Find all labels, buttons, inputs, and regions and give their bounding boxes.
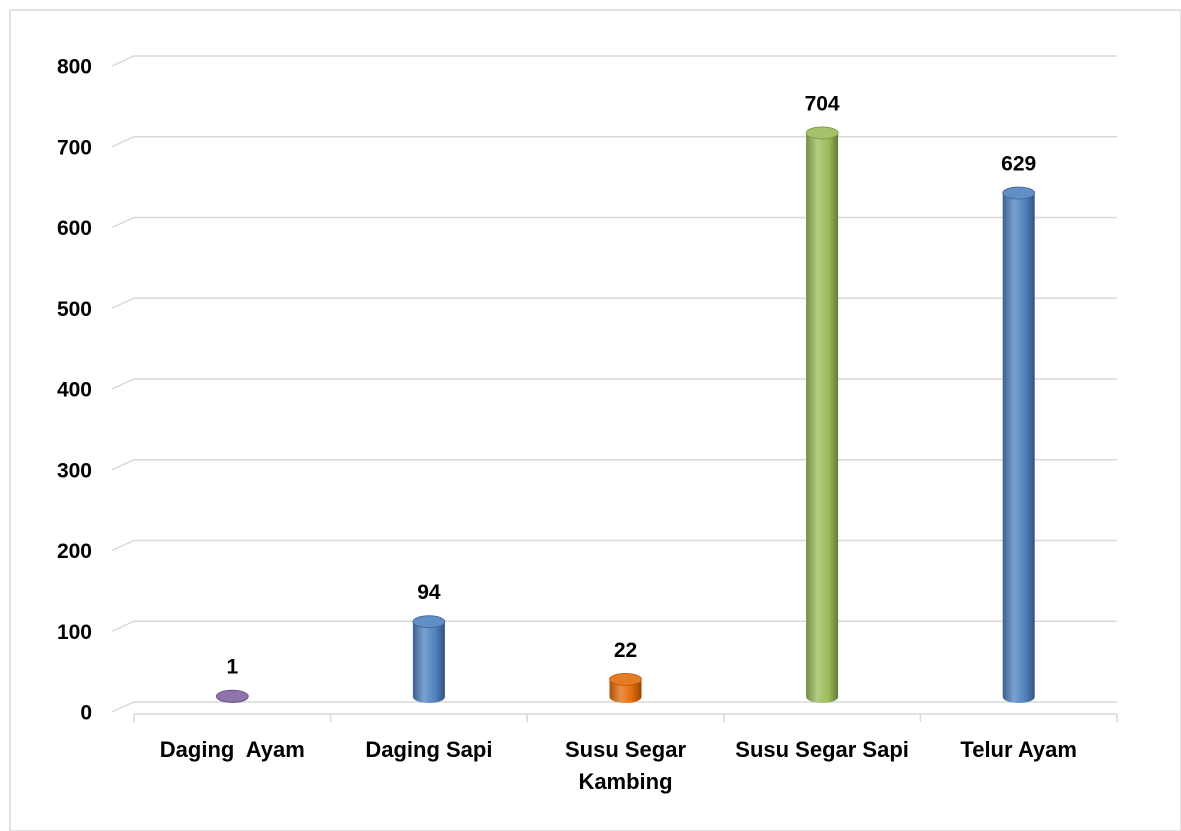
y-tick-label: 200: [57, 540, 92, 563]
grid-line: [111, 539, 1117, 552]
grid-line: [111, 297, 1117, 309]
x-tick-label: Susu Segar Kambing: [564, 737, 693, 794]
y-tick-label: 0: [80, 702, 92, 725]
bar-top: [412, 615, 446, 629]
bar-top: [609, 672, 642, 686]
x-tick-label: Susu Segar Sapi: [735, 737, 909, 762]
x-tick-label: Daging Sapi: [365, 737, 493, 762]
y-tick-label: 300: [57, 459, 92, 482]
value-label: 94: [417, 581, 441, 604]
grid-line: [111, 459, 1117, 471]
chart-border: [9, 9, 1181, 831]
value-label: 22: [614, 639, 637, 662]
grid-line: [111, 136, 1117, 148]
bar: [806, 132, 839, 704]
bar: [609, 679, 642, 703]
value-label: 704: [805, 92, 840, 115]
bar-top: [1002, 186, 1036, 200]
y-tick-label: 400: [57, 379, 92, 402]
grid-line: [111, 378, 1117, 390]
bar: [1002, 193, 1035, 703]
y-tick-label: 500: [57, 298, 92, 321]
x-tick-label: Telur Ayam: [960, 737, 1077, 762]
grid-line: [111, 55, 1117, 67]
value-label: 1: [226, 656, 238, 679]
y-tick-label: 100: [57, 621, 92, 644]
grid-line: [111, 620, 1117, 632]
bar-top: [215, 689, 249, 703]
bar-top: [805, 126, 839, 140]
grid-line: [111, 216, 1117, 229]
y-tick-label: 800: [57, 56, 92, 79]
value-label: 629: [1001, 153, 1036, 176]
y-tick-label: 600: [57, 217, 92, 240]
grid-line: [111, 701, 1117, 713]
x-tick-label: Daging Ayam: [159, 737, 305, 762]
y-tick-label: 700: [57, 136, 92, 159]
bar: [412, 621, 445, 703]
